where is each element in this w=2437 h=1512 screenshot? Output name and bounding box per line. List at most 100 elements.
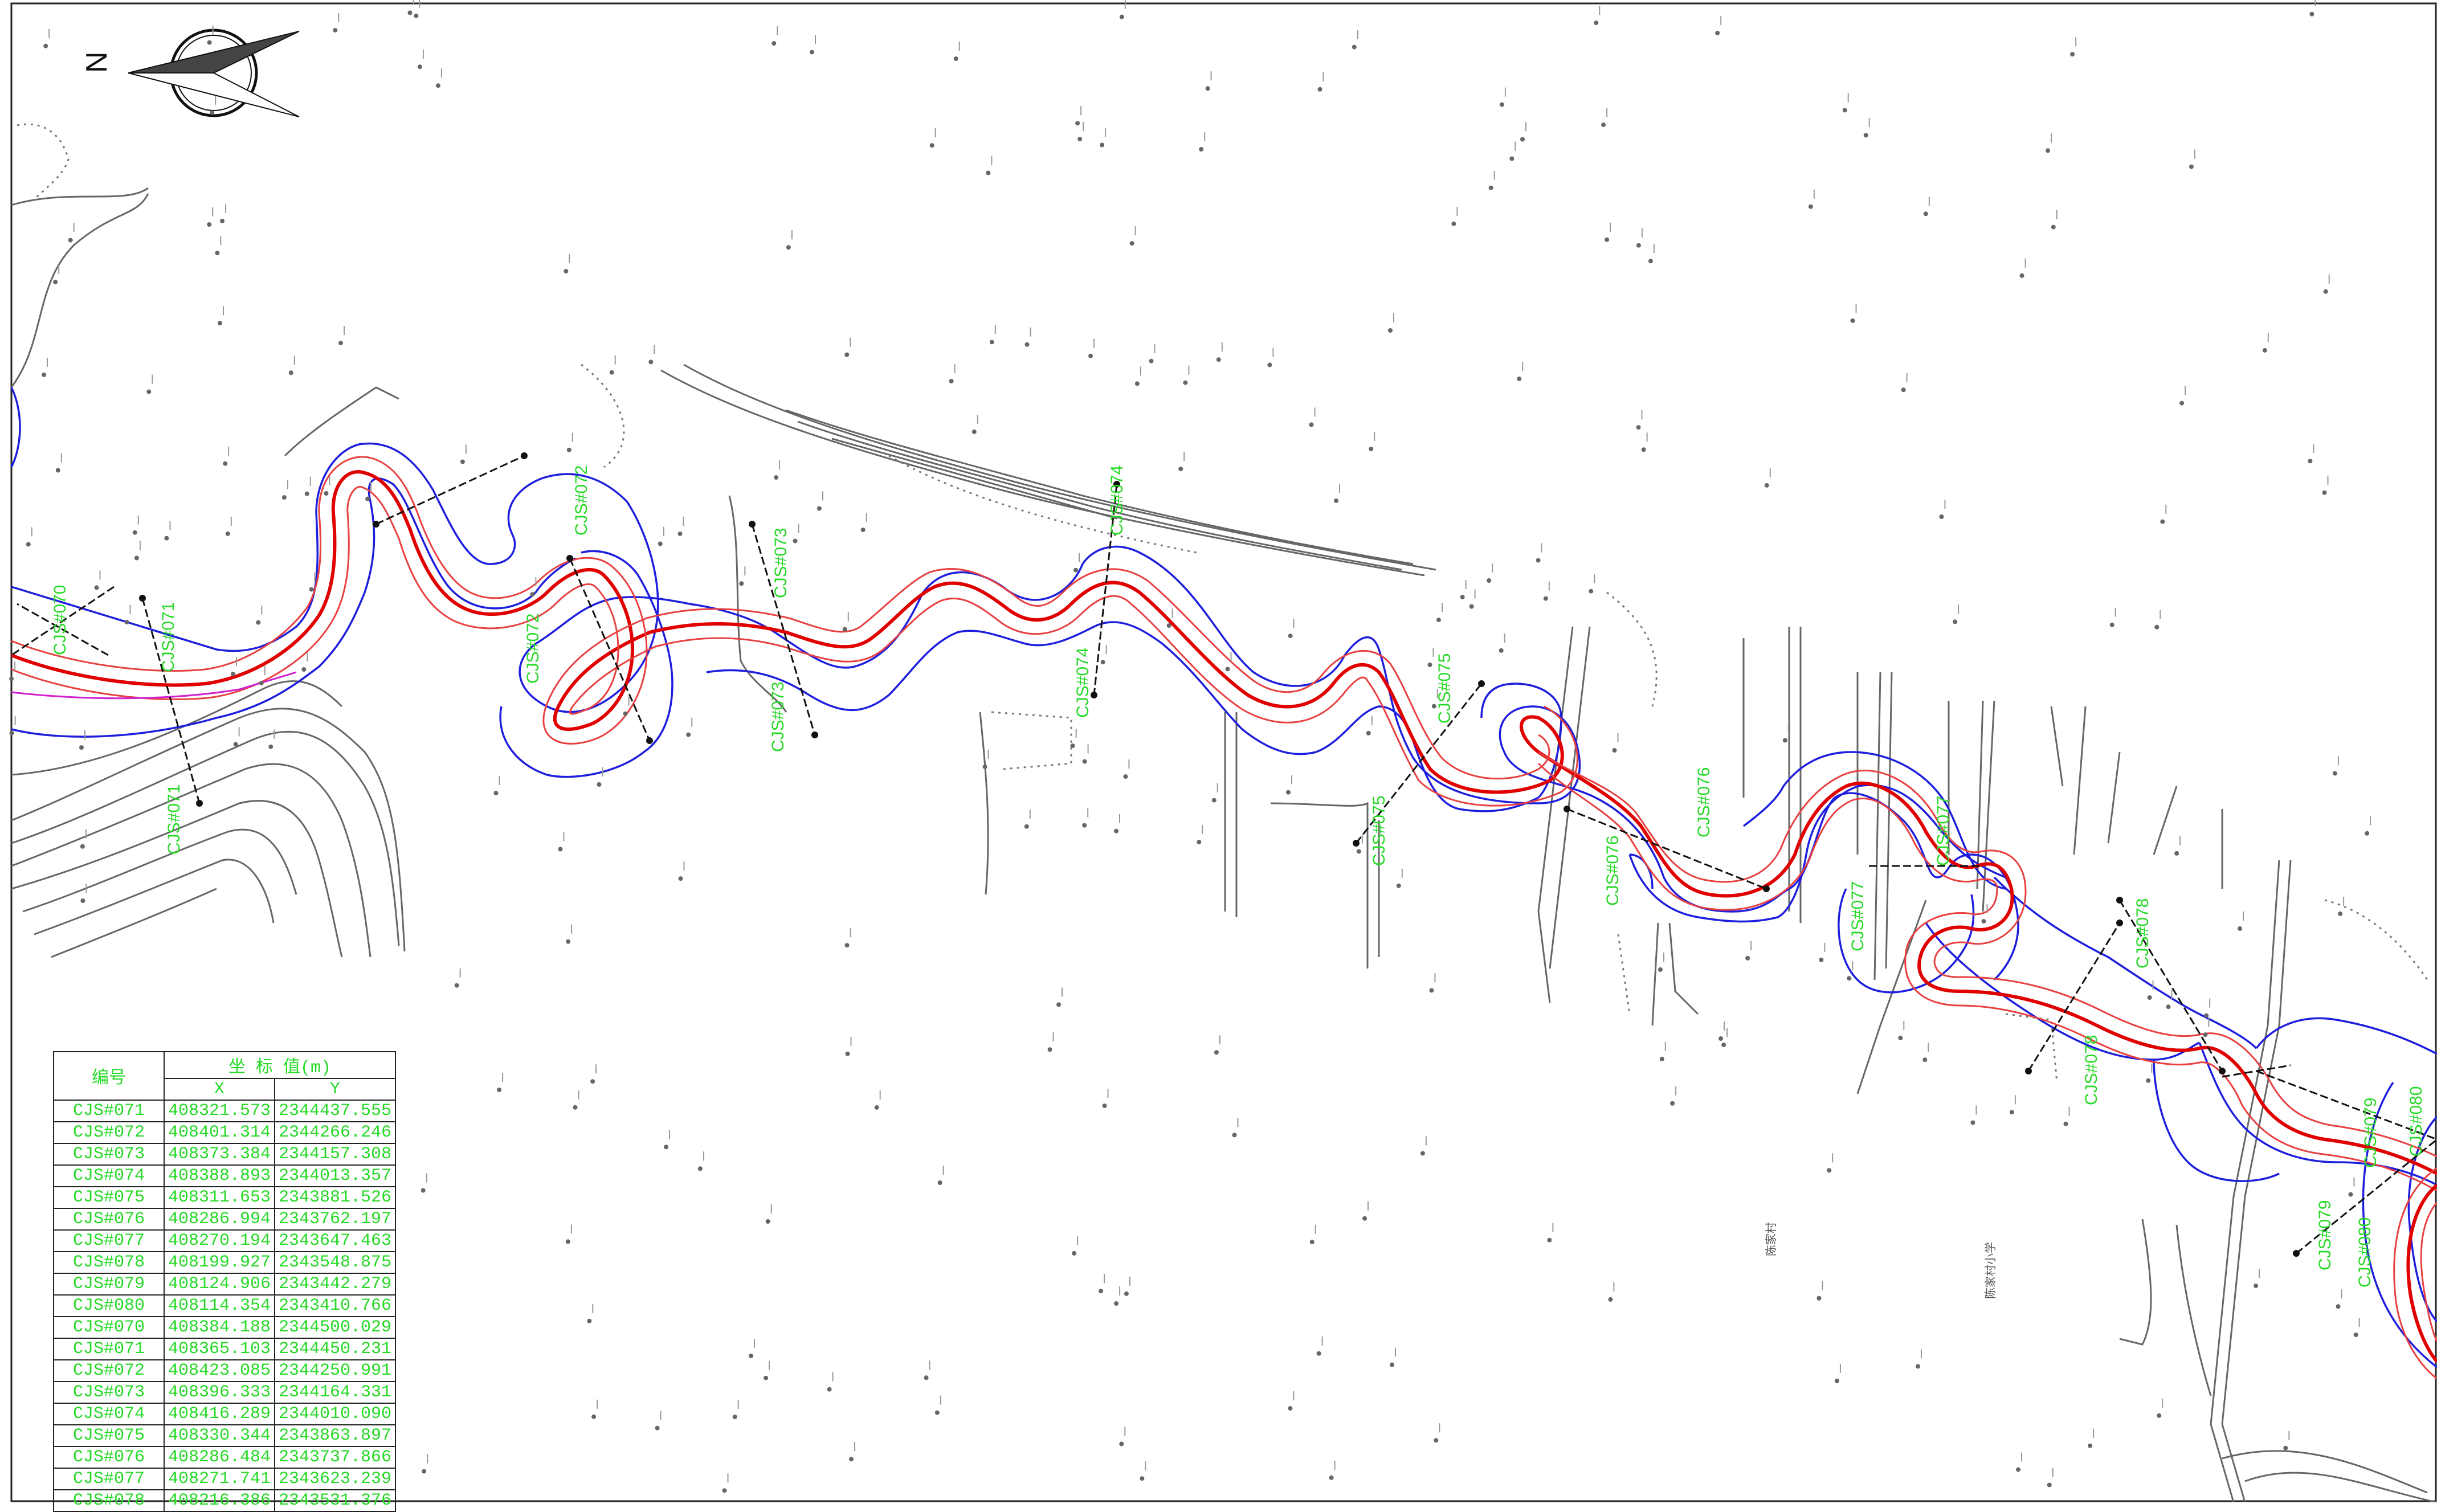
survey-point	[1745, 955, 1750, 961]
survey-point	[1939, 514, 1944, 519]
survey-point	[2283, 1445, 2288, 1450]
survey-point	[1923, 211, 1928, 216]
survey-point	[953, 56, 958, 61]
survey-point	[225, 531, 230, 536]
survey-point	[1214, 1050, 1219, 1055]
table-cell-x: 408384.188	[163, 1316, 276, 1339]
survey-point	[2262, 348, 2267, 353]
survey-point	[929, 143, 934, 148]
survey-point	[1953, 619, 1958, 624]
survey-point	[2016, 1467, 2020, 1472]
survey-point	[2254, 1284, 2259, 1288]
survey-point	[573, 1105, 578, 1110]
table-row: CJS#079 408124.906 2343442.279	[53, 1273, 397, 1296]
survey-points	[9, 0, 2371, 1493]
table-cell-y: 2344164.331	[274, 1381, 397, 1404]
table-cell-x: 408321.573	[163, 1100, 276, 1122]
survey-point	[1608, 1297, 1613, 1302]
table-cell-id: CJS#072	[53, 1359, 165, 1382]
survey-point	[26, 542, 31, 547]
survey-point	[79, 745, 84, 750]
compass-icon: N	[80, 28, 300, 117]
survey-point	[677, 531, 683, 536]
survey-point	[1102, 1104, 1107, 1108]
survey-point	[1487, 578, 1492, 583]
survey-point	[259, 681, 264, 685]
table-row: CJS#078 408199.927 2343548.875	[53, 1251, 397, 1274]
survey-point	[1369, 447, 1374, 452]
corridor-boundaries	[10, 387, 2437, 1368]
table-row: CJS#074 408388.893 2344013.357	[53, 1164, 397, 1187]
survey-point	[623, 711, 628, 716]
survey-point	[1658, 967, 1663, 972]
table-cell-y: 2344500.029	[274, 1316, 397, 1339]
survey-point	[2051, 224, 2056, 230]
survey-point	[722, 1488, 727, 1493]
section-labels: CJS#070 CJS#071 CJS#071 CJS#072 CJS#072 …	[51, 465, 2426, 1288]
survey-point	[134, 555, 139, 561]
survey-point	[1073, 567, 1078, 573]
survey-point	[989, 340, 994, 345]
place-labels: 陈家村 陈家村小学	[1764, 1222, 1997, 1299]
survey-point	[1509, 156, 1515, 161]
survey-point	[793, 538, 798, 543]
section-label: CJS#074	[1073, 648, 1092, 718]
survey-point	[1718, 1036, 1723, 1041]
survey-point	[1847, 976, 1852, 981]
survey-point	[1390, 1362, 1394, 1367]
survey-point	[2323, 289, 2328, 294]
survey-point	[2146, 1078, 2151, 1083]
survey-point	[268, 744, 274, 749]
survey-point	[1225, 667, 1230, 672]
survey-point	[1216, 357, 1221, 362]
survey-point	[1922, 1057, 1928, 1063]
survey-point	[2157, 1413, 2162, 1418]
survey-point	[231, 672, 235, 677]
survey-point	[1124, 1291, 1129, 1296]
survey-point	[1436, 618, 1441, 623]
survey-point	[1024, 342, 1030, 347]
table-cell-x: 408365.103	[163, 1338, 276, 1360]
survey-point	[686, 732, 691, 737]
survey-point	[1366, 730, 1371, 735]
survey-point	[1648, 259, 1653, 264]
survey-point	[844, 352, 850, 357]
survey-point	[1309, 422, 1314, 427]
survey-point	[1316, 1351, 1321, 1356]
survey-point	[223, 461, 228, 466]
table-cell-x: 408199.927	[163, 1251, 276, 1274]
table-cell-y: 2343881.526	[274, 1186, 397, 1209]
survey-point	[2338, 911, 2343, 916]
table-cell-id: CJS#078	[53, 1489, 165, 1512]
survey-point	[1211, 798, 1217, 803]
survey-point	[1119, 1441, 1124, 1446]
x-header: X	[163, 1078, 276, 1101]
survey-point	[1659, 1056, 1664, 1061]
survey-point	[1362, 1216, 1367, 1221]
survey-point	[421, 1188, 426, 1193]
table-cell-y: 2344013.357	[274, 1164, 397, 1187]
survey-point	[1114, 1301, 1119, 1306]
survey-point	[1808, 204, 1813, 209]
survey-point	[1850, 318, 1855, 323]
survey-point	[1517, 376, 1522, 381]
table-cell-id: CJS#070	[53, 1316, 165, 1339]
survey-point	[210, 110, 215, 115]
survey-point	[301, 667, 307, 672]
table-cell-y: 2344450.231	[274, 1338, 397, 1360]
magenta-line	[11, 671, 297, 700]
survey-point	[1429, 988, 1434, 993]
survey-point	[609, 370, 614, 375]
survey-point	[1134, 381, 1140, 386]
survey-point	[1901, 387, 1906, 393]
survey-point	[1288, 1406, 1293, 1411]
survey-point	[1088, 353, 1093, 358]
survey-point	[1100, 142, 1105, 148]
table-row: CJS#074 408416.289 2344010.090	[53, 1403, 397, 1425]
table-row: CJS#072 408401.314 2344266.246	[53, 1121, 397, 1144]
coord-header: 坐 标 值(m)	[163, 1051, 397, 1079]
survey-point	[566, 939, 571, 944]
survey-point	[164, 536, 169, 541]
survey-point	[1451, 221, 1456, 226]
